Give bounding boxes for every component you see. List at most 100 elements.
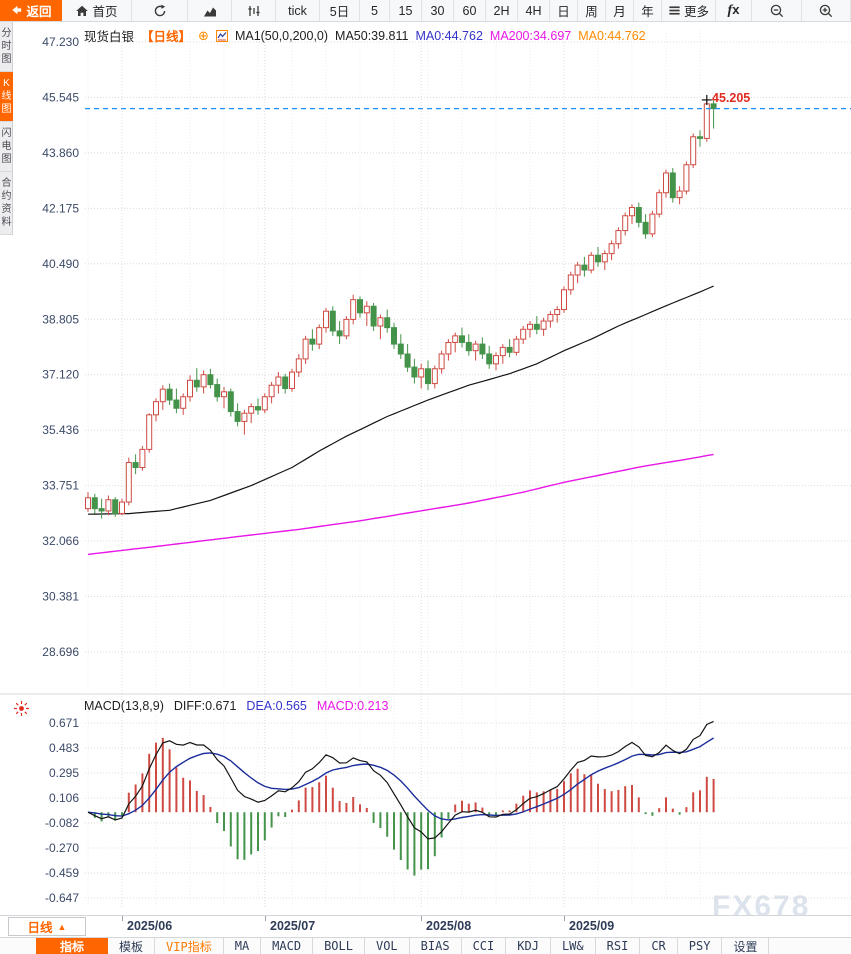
ma50-line — [87, 285, 714, 515]
interval-5d-button[interactable]: 5日 — [320, 0, 360, 21]
candle — [547, 311, 554, 328]
candle — [384, 309, 391, 333]
candle — [710, 100, 717, 129]
candle — [622, 212, 629, 236]
x-axis-strip: 日线 ▲ 2025/06 2025/07 2025/08 2025/09 — [0, 915, 851, 937]
toolbar-label: 首页 — [92, 5, 118, 19]
interval-week-button[interactable]: 周 — [578, 0, 606, 21]
tab-RSI[interactable]: RSI — [596, 938, 641, 954]
home-icon — [75, 4, 89, 18]
toolbar-label: 2H — [493, 3, 510, 18]
sidebar-item-闪电图[interactable]: 闪电图 — [0, 122, 13, 172]
sidebar-item-K线图[interactable]: K线图 — [0, 72, 13, 122]
macd-settings-icon[interactable] — [13, 700, 30, 717]
candle — [227, 388, 234, 417]
price-chart-canvas[interactable]: 47.230 45.545 43.860 42.175 40.490 38.805 37.1… — [0, 22, 851, 915]
interval-5m-button[interactable]: 5 — [360, 0, 390, 21]
tab-指标[interactable]: 指标 — [36, 938, 109, 954]
more-button[interactable]: 更多 — [662, 0, 716, 21]
tab-CR[interactable]: CR — [640, 938, 678, 954]
candle — [187, 375, 193, 402]
price-tick-label: 32.066 — [42, 534, 79, 548]
home-button[interactable]: 首页 — [62, 0, 132, 21]
macd-tick-label: -0.647 — [45, 891, 79, 905]
candle — [153, 398, 159, 422]
tab-CCI[interactable]: CCI — [462, 938, 507, 954]
tab-VOL[interactable]: VOL — [365, 938, 410, 954]
candle — [98, 498, 105, 519]
candle — [601, 250, 608, 271]
candle — [180, 393, 187, 415]
candle — [608, 240, 615, 261]
price-tick-label: 45.545 — [42, 90, 79, 104]
interval-month-button[interactable]: 月 — [606, 0, 634, 21]
macd-tick-label: 0.483 — [49, 741, 79, 755]
candle — [200, 370, 207, 394]
candle — [493, 352, 499, 371]
candle — [527, 321, 533, 338]
x-axis-label: 2025/08 — [426, 919, 472, 933]
tab-KDJ[interactable]: KDJ — [506, 938, 551, 954]
candle — [268, 381, 275, 404]
toolbar-label: 15 — [398, 3, 413, 18]
candle — [533, 316, 540, 335]
bars-icon — [247, 4, 261, 18]
zoom-out-button[interactable] — [752, 0, 802, 21]
tab-LW&[interactable]: LW& — [551, 938, 596, 954]
interval-day-button[interactable]: 日 — [550, 0, 578, 21]
tick-chart-button[interactable] — [232, 0, 276, 21]
candle — [302, 335, 309, 364]
candle — [336, 321, 343, 345]
macd-series — [87, 720, 715, 876]
tab-PSY[interactable]: PSY — [678, 938, 723, 954]
candle — [690, 133, 697, 169]
interval-tick-button[interactable]: tick — [276, 0, 320, 21]
ma200-value: MA200:34.697 — [489, 28, 572, 43]
x-axis-label: 2025/06 — [127, 919, 173, 933]
tab-MACD[interactable]: MACD — [261, 938, 314, 954]
sidebar-item-合约资料[interactable]: 合约资料 — [0, 172, 13, 235]
refresh-button[interactable] — [132, 0, 188, 21]
price-tick-label: 35.436 — [42, 423, 79, 437]
macd-tick-label: -0.459 — [45, 866, 79, 880]
sidebar-item-分时图[interactable]: 分时图 — [0, 22, 13, 72]
area-chart-button[interactable] — [188, 0, 232, 21]
macd-tick-label: -0.270 — [45, 841, 79, 855]
mini-chart-icon[interactable] — [215, 29, 228, 42]
zoom-out-icon — [770, 4, 784, 18]
candle — [173, 388, 180, 414]
zoom-in-button[interactable] — [802, 0, 851, 21]
interval-year-button[interactable]: 年 — [634, 0, 662, 21]
candle — [472, 340, 479, 361]
macd-title: MACD(13,8,9) — [84, 699, 164, 713]
period-button[interactable]: 日线 ▲ — [8, 917, 86, 936]
fx-button[interactable]: fx — [716, 0, 752, 21]
candlestick-series — [85, 99, 717, 556]
candle — [663, 169, 669, 198]
interval-2h-button[interactable]: 2H — [486, 0, 518, 21]
candle — [520, 325, 527, 345]
candle — [465, 334, 472, 356]
interval-60m-button[interactable]: 60 — [454, 0, 486, 21]
tab-BOLL[interactable]: BOLL — [313, 938, 365, 954]
tab-模板[interactable]: 模板 — [108, 938, 156, 954]
candle — [499, 344, 506, 364]
candle — [119, 498, 125, 516]
candle — [561, 286, 567, 313]
interval-15m-button[interactable]: 15 — [390, 0, 422, 21]
candle — [595, 247, 601, 267]
candle — [275, 372, 282, 394]
candle — [513, 335, 520, 356]
candle — [323, 307, 329, 333]
tab-MA[interactable]: MA — [224, 938, 262, 954]
x-axis-tick — [265, 916, 266, 921]
interval-30m-button[interactable]: 30 — [422, 0, 454, 21]
tab-BIAS[interactable]: BIAS — [410, 938, 462, 954]
back-button[interactable]: 返回 — [0, 0, 62, 21]
tab-VIP指标[interactable]: VIP指标 — [155, 938, 224, 954]
interval-4h-button[interactable]: 4H — [518, 0, 550, 21]
toolbar-label: 60 — [462, 3, 477, 18]
tab-设置[interactable]: 设置 — [722, 938, 770, 954]
add-indicator-icon[interactable]: ⊕ — [198, 28, 209, 43]
